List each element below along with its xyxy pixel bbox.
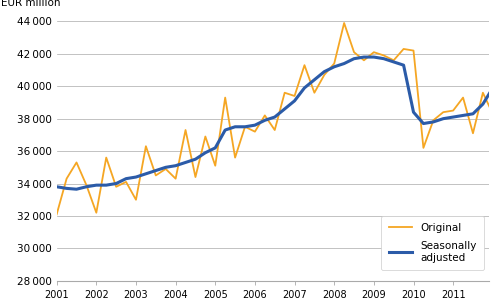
Seasonally
adjusted <box>252 123 258 127</box>
Seasonally
adjusted <box>302 86 308 90</box>
Original <box>163 167 169 171</box>
Seasonally
adjusted <box>222 128 228 132</box>
Original <box>282 91 287 95</box>
Seasonally
adjusted <box>430 120 436 124</box>
Seasonally
adjusted <box>470 112 476 116</box>
Original <box>123 180 129 184</box>
Seasonally
adjusted <box>103 183 109 187</box>
Original <box>242 125 248 129</box>
Original <box>480 91 486 95</box>
Original <box>421 146 426 150</box>
Original <box>73 161 79 164</box>
Seasonally
adjusted <box>401 63 407 67</box>
Original <box>133 198 139 202</box>
Original <box>460 96 466 99</box>
Seasonally
adjusted <box>192 157 198 161</box>
Seasonally
adjusted <box>54 185 60 188</box>
Original <box>222 96 228 99</box>
Seasonally
adjusted <box>440 117 446 120</box>
Original <box>232 156 238 159</box>
Original <box>341 21 347 25</box>
Original <box>371 50 377 54</box>
Seasonally
adjusted <box>133 175 139 179</box>
Seasonally
adjusted <box>351 57 357 60</box>
Original <box>262 114 268 117</box>
Original <box>153 174 159 177</box>
Original <box>173 177 178 181</box>
Original <box>351 50 357 54</box>
Original <box>470 131 476 135</box>
Original <box>291 94 297 98</box>
Original <box>450 109 456 112</box>
Seasonally
adjusted <box>83 185 89 188</box>
Seasonally
adjusted <box>232 125 238 129</box>
Line: Original: Original <box>57 23 493 214</box>
Original <box>401 47 407 51</box>
Seasonally
adjusted <box>212 146 218 150</box>
Seasonally
adjusted <box>262 119 268 122</box>
Original <box>391 58 397 62</box>
Seasonally
adjusted <box>203 151 209 154</box>
Original <box>440 110 446 114</box>
Seasonally
adjusted <box>282 107 287 111</box>
Original <box>312 91 317 95</box>
Seasonally
adjusted <box>460 114 466 117</box>
Seasonally
adjusted <box>242 125 248 129</box>
Seasonally
adjusted <box>391 60 397 64</box>
Seasonally
adjusted <box>341 62 347 65</box>
Original <box>64 177 70 181</box>
Seasonally
adjusted <box>450 115 456 119</box>
Original <box>54 212 60 216</box>
Seasonally
adjusted <box>73 187 79 191</box>
Seasonally
adjusted <box>153 169 159 172</box>
Original <box>252 130 258 133</box>
Original <box>490 112 493 116</box>
Original <box>83 183 89 187</box>
Seasonally
adjusted <box>411 110 417 114</box>
Original <box>192 175 198 179</box>
Original <box>113 185 119 188</box>
Original <box>361 58 367 62</box>
Original <box>321 73 327 77</box>
Original <box>203 135 209 138</box>
Seasonally
adjusted <box>173 164 178 168</box>
Seasonally
adjusted <box>361 55 367 59</box>
Seasonally
adjusted <box>321 70 327 74</box>
Original <box>103 156 109 159</box>
Original <box>302 63 308 67</box>
Seasonally
adjusted <box>143 172 149 176</box>
Legend: Original, Seasonally
adjusted: Original, Seasonally adjusted <box>382 216 484 270</box>
Seasonally
adjusted <box>93 183 99 187</box>
Seasonally
adjusted <box>163 165 169 169</box>
Seasonally
adjusted <box>490 86 493 90</box>
Original <box>143 144 149 148</box>
Original <box>411 49 417 52</box>
Original <box>93 211 99 215</box>
Seasonally
adjusted <box>182 161 188 164</box>
Original <box>430 119 436 122</box>
Seasonally
adjusted <box>371 55 377 59</box>
Seasonally
adjusted <box>381 57 387 60</box>
Seasonally
adjusted <box>331 65 337 69</box>
Seasonally
adjusted <box>480 102 486 106</box>
Seasonally
adjusted <box>123 177 129 181</box>
Original <box>331 62 337 65</box>
Seasonally
adjusted <box>113 182 119 185</box>
Line: Seasonally
adjusted: Seasonally adjusted <box>57 57 493 189</box>
Seasonally
adjusted <box>64 187 70 190</box>
Seasonally
adjusted <box>312 78 317 81</box>
Original <box>272 128 278 132</box>
Original <box>212 164 218 168</box>
Original <box>381 54 387 57</box>
Original <box>182 128 188 132</box>
Y-axis label: EUR million: EUR million <box>0 0 60 8</box>
Seasonally
adjusted <box>291 99 297 103</box>
Seasonally
adjusted <box>421 122 426 125</box>
Seasonally
adjusted <box>272 115 278 119</box>
